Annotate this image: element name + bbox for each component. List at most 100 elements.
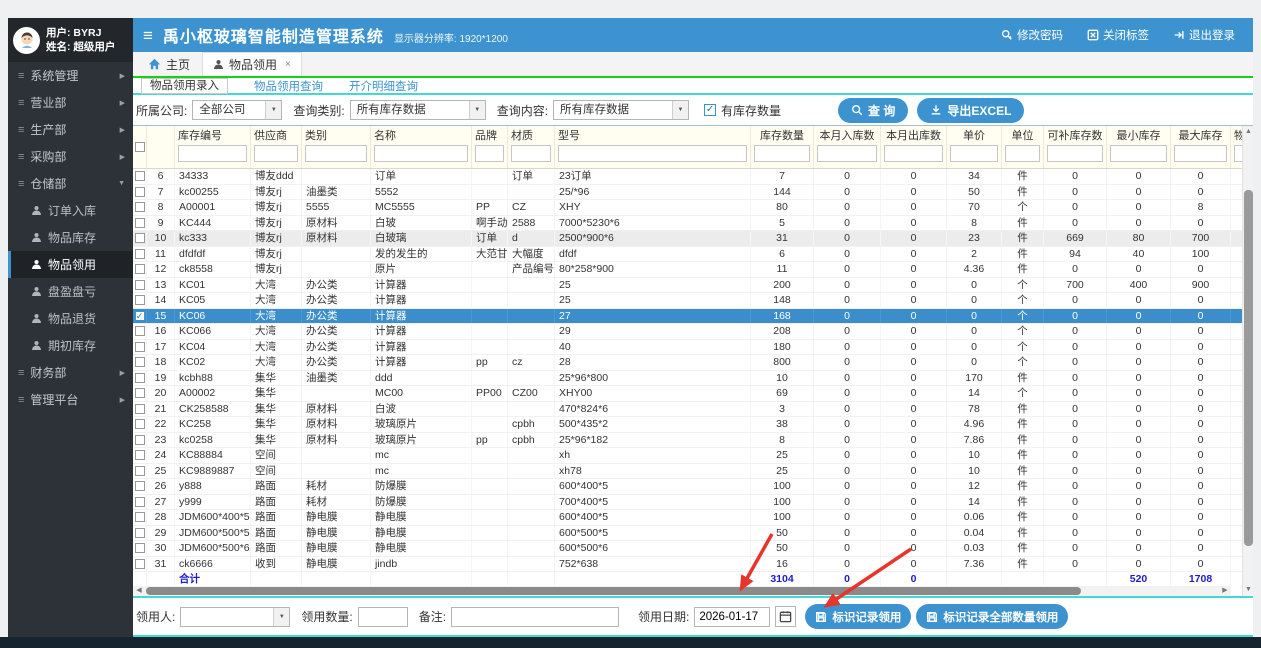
table-row[interactable]: 20 A00002 集华 MC00 PP00 CZ00 XHY00 69 0 0 14 个 0 0 0 xyxy=(133,386,1242,402)
table-row[interactable]: 13 KC01 大湾 办公类 计算器 25 200 0 0 0 个 700 400 900 xyxy=(133,277,1242,293)
tab-close-icon[interactable]: × xyxy=(285,59,291,70)
table-row[interactable]: 30 JDM600*500*6 路面 静电膜 静电膜 600*500*6 50 0 0 0.03 件… xyxy=(133,541,1242,557)
has-stock-checkbox[interactable]: ✓ xyxy=(704,104,717,116)
column-filter-input[interactable] xyxy=(178,145,247,162)
row-checkbox[interactable] xyxy=(134,372,145,383)
row-checkbox[interactable] xyxy=(134,202,145,213)
calendar-button[interactable] xyxy=(775,606,797,627)
row-checkbox[interactable] xyxy=(134,264,145,275)
sidebar-item[interactable]: 物品领用 xyxy=(8,251,133,278)
company-select[interactable]: 全部公司 ▼ xyxy=(192,100,283,120)
table-row[interactable]: 10 kc333 博友rj 原材料 白玻璃 订单 d 2500*900*6 31 0 0 23 件 669… xyxy=(133,231,1242,247)
row-checkbox[interactable] xyxy=(134,558,145,569)
row-checkbox[interactable] xyxy=(134,450,145,461)
date-input[interactable] xyxy=(694,606,771,627)
sidebar-item[interactable]: ≡ 采购部 ▶ xyxy=(8,143,133,170)
row-checkbox[interactable] xyxy=(134,388,145,399)
chevron-down-icon[interactable]: ▼ xyxy=(265,101,282,119)
table-row[interactable]: 19 kcbh88 集华 油墨类 ddd 25*96*800 10 0 0 170 件 0 0 0 xyxy=(133,370,1242,386)
column-filter-input[interactable] xyxy=(254,145,298,162)
table-row[interactable]: 9KC444博友rj原材料白玻啊手动阀实25887000*5230*65008件… xyxy=(133,215,1242,231)
quantity-input[interactable] xyxy=(357,606,408,627)
column-filter-input[interactable] xyxy=(1047,145,1103,162)
row-checkbox[interactable] xyxy=(134,512,145,523)
table-row[interactable]: 17 KC04 大湾 办公类 计算器 40 180 0 0 0 个 0 0 0 xyxy=(133,339,1242,355)
table-row[interactable]: 18 KC02 大湾 办公类 计算器 pp cz 28 800 0 0 0 个 0 0 0 xyxy=(133,355,1242,371)
table-row[interactable]: 21 CK258588 集华 原材料 白波 470*824*6 3 0 0 78 件 0 0 0 xyxy=(133,401,1242,417)
column-filter-input[interactable] xyxy=(1174,145,1227,162)
row-checkbox[interactable] xyxy=(134,341,145,352)
sidebar-item[interactable]: 盘盈盘亏 xyxy=(8,278,133,305)
query-button[interactable]: 查 询 xyxy=(838,97,909,123)
row-checkbox[interactable] xyxy=(134,295,145,306)
sidebar-item[interactable]: 期初库存 xyxy=(8,332,133,359)
close-tabs-button[interactable]: 关闭标签 xyxy=(1087,27,1149,43)
column-filter-input[interactable] xyxy=(558,145,747,162)
column-filter-input[interactable] xyxy=(884,145,943,162)
sidebar-item[interactable]: 物品退货 xyxy=(8,305,133,332)
row-checkbox[interactable] xyxy=(134,496,145,507)
row-checkbox[interactable] xyxy=(134,326,145,337)
row-checkbox[interactable] xyxy=(134,186,145,197)
tab-current[interactable]: 物品领用 × xyxy=(202,52,302,76)
table-row[interactable]: 14 KC05 大湾 办公类 计算器 25 148 0 0 0 个 0 0 0 xyxy=(133,293,1242,309)
table-row[interactable]: 28 JDM600*400*5 路面 静电膜 静电膜 600*400*5 100 0 0 0.06… xyxy=(133,510,1242,526)
column-filter-input[interactable] xyxy=(1005,145,1040,162)
column-filter-input[interactable] xyxy=(817,145,877,162)
table-row[interactable]: 22 KC258 集华 原材料 玻璃原片 cpbh 500*435*2 38 0 0 4.96 件 0 0… xyxy=(133,417,1242,433)
table-row[interactable]: ✓ 15 KC06 大湾 办公类 计算器 27 168 0 0 0 个 0 0 0 xyxy=(133,308,1242,324)
sidebar-item[interactable]: ≡ 仓储部 ▼ xyxy=(8,170,133,197)
column-filter-input[interactable] xyxy=(305,145,367,162)
vertical-scrollbar-thumb[interactable] xyxy=(1244,190,1253,546)
row-checkbox[interactable] xyxy=(134,543,145,554)
row-checkbox[interactable] xyxy=(134,527,145,538)
row-checkbox[interactable] xyxy=(134,403,145,414)
table-row[interactable]: 25 KC9889887 空间 mc xh78 25 0 0 10 件 0 0 0 xyxy=(133,463,1242,479)
chevron-down-icon[interactable]: ▼ xyxy=(468,101,485,119)
scroll-down-icon[interactable]: ▼ xyxy=(1245,586,1252,593)
recipient-select[interactable]: ▼ xyxy=(180,606,291,627)
row-checkbox[interactable] xyxy=(134,279,145,290)
mark-record-button[interactable]: 标识记录领用 xyxy=(805,604,912,629)
logout-button[interactable]: 退出登录 xyxy=(1173,27,1235,43)
mark-record-all-button[interactable]: 标识记录全部数量领用 xyxy=(916,604,1069,629)
table-row[interactable]: 7 kc00255 博友rj 油墨类 5552 25/*96 144 0 0 50 件 0 0 0 xyxy=(133,184,1242,200)
sidebar-item[interactable]: ≡ 营业部 ▶ xyxy=(8,89,133,116)
subtab-detail-query[interactable]: 开介明细查询 xyxy=(349,80,418,93)
scroll-right-icon[interactable]: ▶ xyxy=(1222,587,1228,594)
scroll-up-icon[interactable]: ▲ xyxy=(1245,128,1252,135)
column-filter-input[interactable] xyxy=(1110,145,1167,162)
subtab-entry[interactable]: 物品领用录入 xyxy=(141,77,228,94)
row-checkbox[interactable] xyxy=(134,217,145,228)
table-row[interactable]: 6 34333 博友ddd 订单 订单 23订单 7 0 0 34 件 0 0 0 xyxy=(133,169,1242,185)
sidebar-item[interactable]: ≡ 财务部 ▶ xyxy=(8,359,133,386)
table-row[interactable]: 26 y888 路面 耗材 防爆膜 600*400*5 100 0 0 12 件 0 0 0 xyxy=(133,479,1242,495)
row-checkbox[interactable] xyxy=(134,465,145,476)
chevron-down-icon[interactable]: ▼ xyxy=(273,607,290,626)
row-checkbox[interactable] xyxy=(134,481,145,492)
row-checkbox[interactable] xyxy=(134,248,145,259)
note-input[interactable] xyxy=(451,606,620,627)
table-row[interactable]: 12 ck8558 博友rj 原片 产品编号 80*258*900 11 0 0 4.36 件 0 0 0 xyxy=(133,262,1242,278)
table-row[interactable]: 11dfdfdf博友rj发的发生的大范甘迪大幅度dfdf6002件9440100 xyxy=(133,246,1242,262)
sidebar-item[interactable]: ≡ 管理平台 ▶ xyxy=(8,386,133,413)
sidebar-item[interactable]: 订单入库 xyxy=(8,197,133,224)
content-select[interactable]: 所有库存数据 ▼ xyxy=(553,100,690,120)
row-checkbox[interactable] xyxy=(134,434,145,445)
column-filter-input[interactable] xyxy=(950,145,998,162)
sidebar-item[interactable]: 物品库存 xyxy=(8,224,133,251)
row-checkbox[interactable] xyxy=(134,419,145,430)
table-row[interactable]: 16 KC066 大湾 办公类 计算器 29 208 0 0 0 个 0 0 0 xyxy=(133,324,1242,340)
row-checkbox[interactable] xyxy=(134,171,145,182)
change-password-button[interactable]: 修改密码 xyxy=(1001,27,1063,43)
sidebar-item[interactable]: ≡ 生产部 ▶ xyxy=(8,116,133,143)
vertical-scrollbar[interactable]: ▲ ▼ xyxy=(1242,126,1253,596)
column-filter-input[interactable] xyxy=(511,145,551,162)
scroll-left-icon[interactable]: ◀ xyxy=(136,587,142,594)
table-row[interactable]: 29 JDM600*500*5 路面 静电膜 静电膜 600*500*5 50 0 0 0.04 件… xyxy=(133,525,1242,541)
sidebar-item[interactable]: ≡ 系统管理 ▶ xyxy=(8,62,133,89)
row-checkbox[interactable]: ✓ xyxy=(134,310,145,321)
hamburger-menu-icon[interactable]: ≡ xyxy=(143,25,153,45)
horizontal-scrollbar-thumb[interactable] xyxy=(146,587,1081,595)
column-filter-input[interactable] xyxy=(475,145,504,162)
